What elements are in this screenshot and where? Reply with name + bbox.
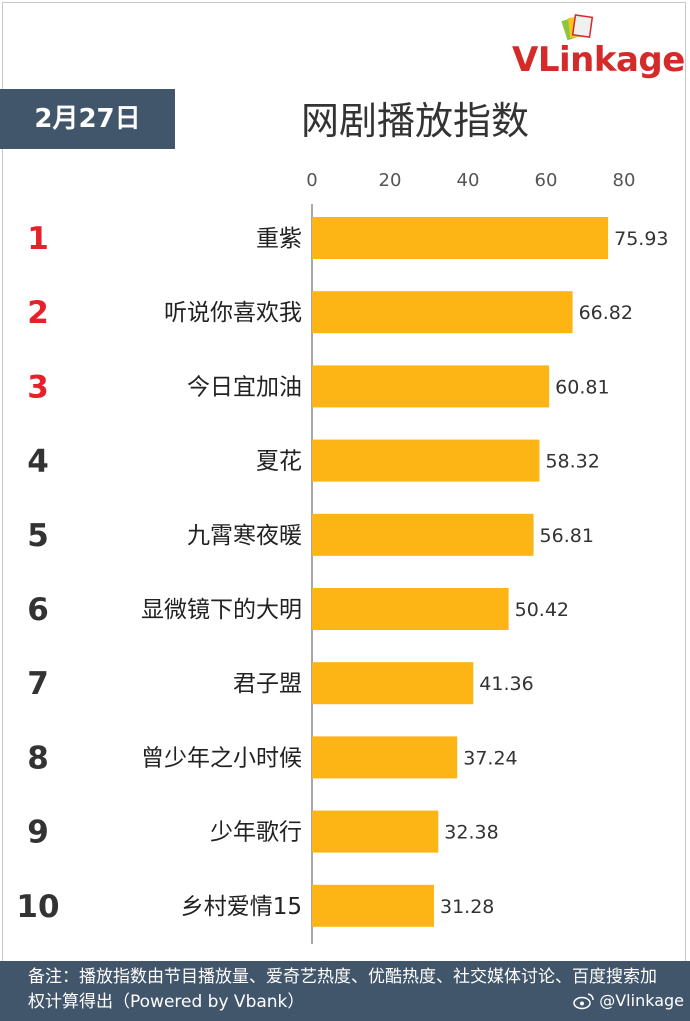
value-label: 41.36 bbox=[479, 673, 533, 695]
bar bbox=[312, 365, 550, 408]
vlinkage-logo: VLinkage bbox=[512, 10, 685, 80]
watermark-text: @Vlinkage bbox=[599, 991, 684, 1010]
bar-chart: 0 20 40 60 80 75.93 重紫 1 66.82 听说你喜欢我 2 60.81 今日宜加油 3… bbox=[16, 170, 669, 944]
rank-number: 7 bbox=[27, 666, 49, 702]
bar bbox=[312, 662, 474, 705]
bar bbox=[312, 884, 434, 927]
rank-number: 4 bbox=[27, 444, 49, 480]
x-tick-label: 80 bbox=[613, 170, 636, 191]
category-label: 夏花 bbox=[256, 449, 302, 475]
rank-number: 3 bbox=[27, 369, 49, 405]
x-tick-label: 60 bbox=[535, 170, 558, 191]
category-label: 少年歌行 bbox=[210, 820, 302, 846]
date-badge: 2月27日 bbox=[0, 89, 175, 149]
category-label: 曾少年之小时候 bbox=[141, 745, 302, 771]
x-tick-label: 20 bbox=[379, 170, 402, 191]
x-tick-label: 40 bbox=[457, 170, 480, 191]
bar bbox=[312, 736, 458, 779]
value-label: 32.38 bbox=[444, 822, 498, 844]
rank-number: 8 bbox=[27, 740, 49, 776]
logo-text: VLinkage bbox=[512, 40, 685, 80]
bar bbox=[312, 439, 540, 482]
category-label: 听说你喜欢我 bbox=[164, 300, 302, 326]
category-label: 今日宜加油 bbox=[187, 374, 302, 400]
rank-number: 1 bbox=[27, 221, 49, 257]
rank-number: 2 bbox=[27, 295, 49, 331]
footer-note: 备注：播放指数由节目播放量、爱奇艺热度、优酷热度、社交媒体讨论、百度搜索加权计算… bbox=[28, 967, 657, 1012]
rank-number: 6 bbox=[27, 592, 49, 628]
value-label: 50.42 bbox=[515, 599, 569, 621]
value-label: 31.28 bbox=[440, 896, 494, 918]
value-label: 66.82 bbox=[579, 302, 633, 324]
value-label: 75.93 bbox=[614, 228, 668, 250]
category-label: 九霄寒夜暖 bbox=[187, 523, 302, 549]
bar bbox=[312, 217, 609, 259]
category-label: 重紫 bbox=[256, 226, 302, 252]
value-label: 56.81 bbox=[540, 525, 594, 547]
x-tick-label: 0 bbox=[306, 170, 317, 191]
category-label: 君子盟 bbox=[233, 671, 302, 697]
value-label: 60.81 bbox=[555, 376, 609, 398]
rank-number: 10 bbox=[16, 889, 59, 925]
rank-number: 9 bbox=[27, 815, 49, 851]
category-label: 显微镜下的大明 bbox=[141, 597, 302, 623]
bar bbox=[312, 513, 534, 556]
value-label: 58.32 bbox=[545, 451, 599, 473]
bar bbox=[312, 588, 509, 630]
footer-banner: 备注：播放指数由节目播放量、爱奇艺热度、优酷热度、社交媒体讨论、百度搜索加权计算… bbox=[0, 961, 690, 1021]
weibo-icon bbox=[573, 992, 594, 1009]
logo-mark-icon bbox=[561, 14, 594, 41]
rank-number: 5 bbox=[27, 518, 49, 554]
bar bbox=[312, 291, 573, 334]
bar bbox=[312, 810, 439, 853]
category-label: 乡村爱情15 bbox=[181, 894, 302, 920]
chart-title: 网剧播放指数 bbox=[300, 99, 529, 143]
value-label: 37.24 bbox=[463, 747, 517, 769]
weibo-watermark: @Vlinkage bbox=[573, 991, 684, 1010]
